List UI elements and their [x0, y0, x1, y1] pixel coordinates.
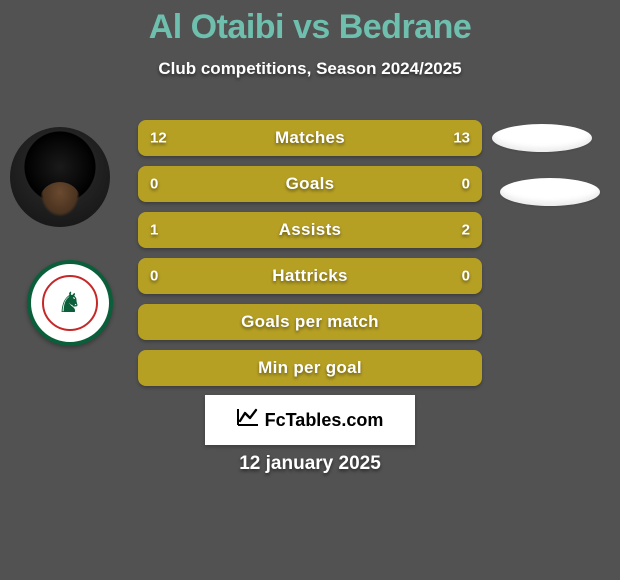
stat-bar: 0 Hattricks 0	[138, 258, 482, 294]
stat-bar: 12 Matches 13	[138, 120, 482, 156]
stat-bar: 0 Goals 0	[138, 166, 482, 202]
club-badge-left: ♞	[27, 260, 113, 346]
stat-bar: 1 Assists 2	[138, 212, 482, 248]
page-root: Al Otaibi vs Bedrane Club competitions, …	[0, 0, 620, 580]
stat-value-right: 0	[462, 176, 470, 193]
stat-value-right: 0	[462, 268, 470, 285]
player-avatar-placeholder-top	[492, 124, 592, 152]
stat-label: Hattricks	[272, 266, 347, 286]
stat-label: Assists	[279, 220, 342, 240]
stat-value-left: 0	[150, 176, 158, 193]
chart-icon	[237, 407, 259, 433]
comparison-bars: 12 Matches 13 0 Goals 0 1 Assists 2 0 Hattricks 0 Go…	[138, 120, 482, 396]
player-avatar-left	[10, 127, 110, 227]
player-avatar-placeholder-mid	[500, 178, 600, 206]
page-subtitle: Club competitions, Season 2024/2025	[0, 59, 620, 79]
horse-icon: ♞	[57, 289, 82, 317]
fctables-watermark: FcTables.com	[205, 395, 415, 445]
stat-label: Min per goal	[258, 358, 362, 378]
stat-value-left: 12	[150, 130, 167, 147]
stat-bar: Min per goal	[138, 350, 482, 386]
stat-bar: Goals per match	[138, 304, 482, 340]
page-title: Al Otaibi vs Bedrane	[0, 0, 620, 47]
fctables-text: FcTables.com	[265, 410, 384, 431]
stat-value-left: 1	[150, 222, 158, 239]
club-badge-inner: ♞	[42, 275, 98, 331]
stat-label: Goals per match	[241, 312, 379, 332]
stat-value-left: 0	[150, 268, 158, 285]
stat-value-right: 13	[453, 130, 470, 147]
stat-label: Matches	[275, 128, 345, 148]
stat-label: Goals	[286, 174, 335, 194]
stat-value-right: 2	[462, 222, 470, 239]
date-line: 12 january 2025	[0, 453, 620, 475]
